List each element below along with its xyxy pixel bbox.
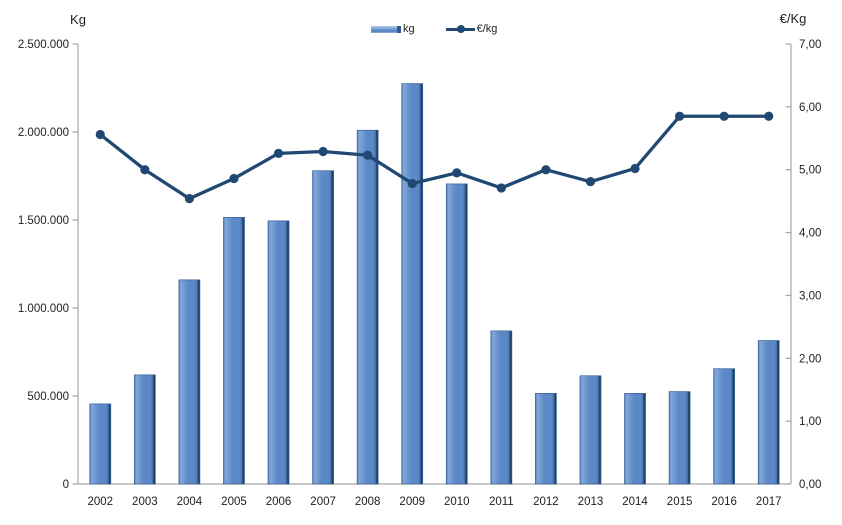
bar-2006 [267, 220, 290, 485]
right-axis-tick-label: 6,00 [799, 102, 821, 114]
bar-2004 [178, 279, 201, 485]
line-point-2012 [541, 165, 551, 175]
legend-label-kg: kg [403, 23, 415, 35]
right-axis-tick-label: 3,00 [799, 290, 821, 302]
left-axis-tick-label: 1.000.000 [18, 303, 69, 315]
line-point-2010 [452, 168, 462, 178]
line-point-2015 [674, 111, 685, 121]
line-point-2016 [719, 111, 729, 121]
right-axis-tick-label: 7,00 [799, 39, 821, 51]
left-axis-tick-label: 0 [63, 479, 69, 491]
line-point-2007 [318, 146, 328, 157]
bar-2010 [445, 183, 468, 485]
bar-2007 [312, 170, 334, 485]
x-axis-label: 2013 [578, 496, 604, 508]
line-point-2004 [184, 194, 195, 204]
x-axis-label: 2003 [132, 496, 158, 508]
right-axis-title: €/Kg [779, 11, 807, 26]
x-axis-label: 2006 [266, 496, 292, 508]
bar-2012 [535, 393, 557, 485]
line-point-2003 [140, 165, 150, 175]
line-point-2006 [273, 148, 284, 158]
bar-2008 [356, 129, 379, 485]
x-axis-label: 2005 [221, 496, 247, 508]
line-point-2014 [630, 163, 640, 174]
x-axis-label: 2012 [533, 496, 559, 508]
left-axis-tick-label: 2.000.000 [18, 127, 69, 139]
x-axis-label: 2009 [399, 496, 425, 508]
line-point-2017 [764, 111, 774, 121]
bar-2002 [89, 403, 112, 485]
line-point-2013 [585, 177, 596, 187]
x-axis-label: 2014 [622, 496, 648, 508]
right-axis-tick-label: 2,00 [799, 353, 821, 365]
line-point-2005 [229, 173, 239, 184]
x-axis-label: 2004 [177, 496, 203, 508]
x-axis-label: 2016 [711, 496, 737, 508]
eur-per-kg-line [98, 114, 771, 201]
left-axis-tick-label: 500.000 [27, 391, 69, 403]
left-axis-tick-label: 1.500.000 [18, 215, 69, 227]
x-axis-label: 2011 [489, 496, 514, 508]
line-point-2002 [95, 129, 105, 140]
right-axis-tick-label: 0,00 [799, 479, 821, 491]
left-axis-tick-label: 2.500.000 [18, 39, 69, 51]
x-axis-label: 2015 [667, 496, 693, 508]
right-axis-tick-label: 1,00 [799, 416, 821, 428]
bar-2017 [757, 340, 780, 485]
line-point-2011 [496, 183, 506, 193]
right-axis-tick-label: 5,00 [799, 165, 821, 177]
bar-2003 [133, 374, 156, 485]
bar-2016 [713, 368, 736, 485]
bar-2014 [624, 393, 646, 485]
legend-label-eur-per-kg: €/kg [476, 23, 498, 35]
bar-2009 [401, 83, 424, 485]
x-axis-label: 2007 [310, 496, 336, 508]
line-point-2009 [407, 178, 417, 189]
x-axis-label: 2008 [355, 496, 381, 508]
legend-bar-swatch-icon [371, 25, 401, 33]
x-axis-label: 2002 [87, 496, 113, 508]
bar-2005 [223, 217, 245, 485]
left-axis-title: Kg [70, 12, 86, 27]
bar-2013 [579, 375, 602, 485]
line-point-2008 [363, 150, 373, 160]
legend-line-swatch-icon [445, 24, 475, 33]
bar-2011 [490, 330, 513, 485]
bar-2015 [668, 391, 691, 485]
legend: kg €/kg [371, 21, 497, 37]
x-axis-label: 2017 [756, 496, 782, 508]
right-axis-tick-label: 4,00 [799, 228, 821, 240]
x-axis-label: 2010 [444, 496, 470, 508]
